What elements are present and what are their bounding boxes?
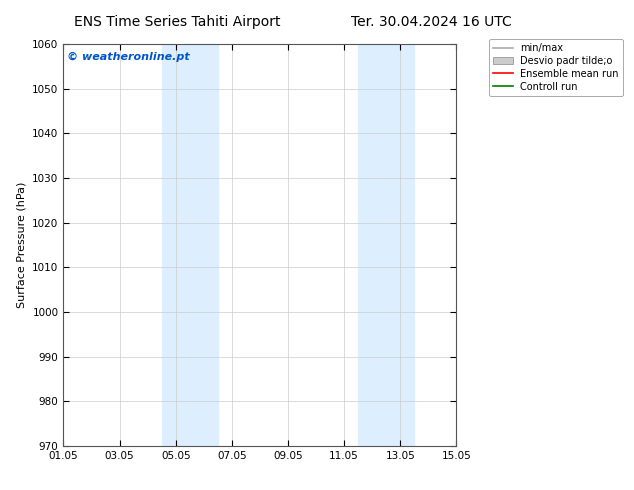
Legend: min/max, Desvio padr tilde;o, Ensemble mean run, Controll run: min/max, Desvio padr tilde;o, Ensemble m… [489,39,623,96]
Bar [162,44,218,446]
Text: © weatheronline.pt: © weatheronline.pt [67,52,190,62]
Text: ENS Time Series Tahiti Airport: ENS Time Series Tahiti Airport [74,15,281,29]
Text: Ter. 30.04.2024 16 UTC: Ter. 30.04.2024 16 UTC [351,15,512,29]
Y-axis label: Surface Pressure (hPa): Surface Pressure (hPa) [16,182,27,308]
Bar [358,44,415,446]
